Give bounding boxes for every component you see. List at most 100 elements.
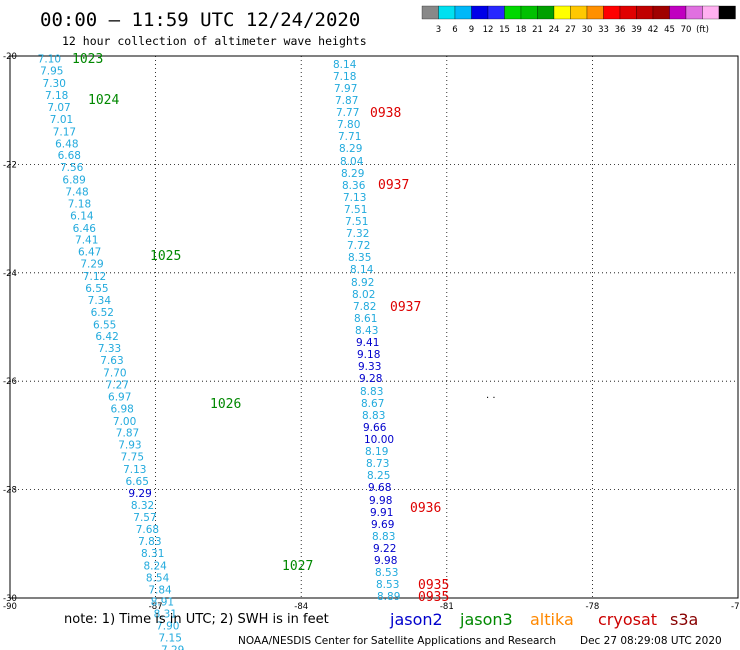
svg-text:8.73: 8.73 [366,458,389,470]
svg-text:8.83: 8.83 [372,531,395,543]
satellite-jason3: jason3 [459,610,513,629]
swh-point: 7.41 [75,235,98,247]
svg-text:7.80: 7.80 [337,119,360,131]
svg-text:9.98: 9.98 [369,495,392,507]
swh-point: 7.70 [103,368,126,380]
swh-point: 6.97 [108,391,131,403]
swh-point: 7.63 [100,355,123,367]
swh-point: 6.46 [73,223,97,235]
x-tick-label: -75 [731,602,740,612]
legend-swatch [718,5,736,20]
axis-ticks: -90 -87 -84 -81 -78 -75 -20 -22 -24 -26 -28 -30 [3,52,740,612]
legend-label: 27 [565,25,576,35]
legend-label: 39 [631,25,642,35]
x-tick-label: -81 [440,602,454,612]
svg-text:9.28: 9.28 [359,373,382,385]
y-tick-label: -20 [3,52,17,62]
svg-text:9.18: 9.18 [357,349,380,361]
swh-point: 7.00 [113,416,136,428]
swh-point: 7.48 [65,187,88,199]
swh-point: 6.52 [91,307,114,319]
legend-swatch [421,5,439,20]
footer-timestamp: Dec 27 08:29:08 UTC 2020 [580,635,722,647]
legend-swatch [652,5,670,20]
legend-swatch [669,5,687,20]
svg-text:7.51: 7.51 [344,204,367,216]
legend-label: 36 [615,25,626,35]
swh-point: 8.31 [154,609,177,621]
pass-label-1026: 1026 [210,397,241,412]
plot-frame [9,55,739,599]
swh-point: 7.07 [47,102,70,114]
svg-text:9.91: 9.91 [370,507,393,519]
svg-text:8.19: 8.19 [365,446,388,458]
swh-point: 7.12 [83,271,106,283]
svg-text:8.67: 8.67 [361,398,384,410]
satellite-cryosat: cryosat [598,610,657,629]
svg-text:8.36: 8.36 [342,180,366,192]
legend-swatch [702,5,720,20]
data-points: 7.107.957.307.187.077.017.176.486.687.56… [38,54,185,650]
svg-text:8.02: 8.02 [352,289,375,301]
swh-point: 7.57 [133,512,156,524]
swh-point: 9.29 [128,488,151,500]
swh-point: 7.17 [53,126,76,138]
swh-point: 7.83 [138,536,161,548]
legend-swatch [520,5,538,20]
svg-text:8.14: 8.14 [350,264,374,276]
swh-point: 8.54 [146,572,170,584]
y-tick-label: -24 [3,269,17,279]
satellite-altika: altika [530,610,574,629]
swh-point: 7.10 [38,54,61,66]
pass-label-1023: 1023 [72,52,103,67]
swh-point: 7.33 [98,343,121,355]
x-tick-label: -78 [585,602,599,612]
svg-text:9.22: 9.22 [373,543,396,555]
footer-note: note: 1) Time is in UTC; 2) SWH is in fe… [64,612,329,627]
svg-text:9.41: 9.41 [356,337,379,349]
pass-label-0937-b: 0937 [390,300,421,315]
swh-point: 6.47 [78,247,101,259]
legend-label: 70 [681,25,692,35]
swh-point: 8.31 [141,548,164,560]
svg-text:8.53: 8.53 [376,579,399,591]
legend-label: 30 [582,25,593,35]
swh-point: 7.56 [60,162,84,174]
swh-point: 6.55 [93,319,116,331]
legend-label: 42 [648,25,659,35]
pass-label-0935-b: 0935 [418,590,449,605]
swh-point: 7.01 [50,114,73,126]
swh-point: 7.15 [159,633,182,645]
track-2-labels: 8.14 7.18 7.97 7.87 7.77 7.80 7.71 8.29 … [333,59,400,603]
legend-swatch [586,5,604,20]
swh-point: 7.18 [45,90,68,102]
svg-text:8.25: 8.25 [367,470,390,482]
swh-point: 7.84 [148,584,172,596]
pass-label-0938: 0938 [370,106,401,121]
svg-text:8.04: 8.04 [340,156,364,168]
legend-swatch [570,5,588,20]
swh-point: 7.93 [118,440,141,452]
svg-text:8.29: 8.29 [339,143,362,155]
swh-point: 6.65 [126,476,149,488]
legend-swatch [438,5,456,20]
svg-text:8.43: 8.43 [355,325,378,337]
swh-point: 6.42 [95,331,118,343]
swh-point: 6.98 [110,403,133,415]
pass-label-1025: 1025 [150,249,181,264]
swh-point: 7.13 [123,464,146,476]
swh-point: 7.29 [80,259,103,271]
color-legend: 3 6 9 12 15 18 21 24 27 30 33 36 39 42 45 70 (ft) [421,5,736,35]
x-tick-label: -87 [149,602,163,612]
swh-point: 7.29 [161,644,184,650]
pass-label-0936: 0936 [410,501,441,516]
legend-label: 6 [452,25,457,35]
svg-text:8.53: 8.53 [375,567,398,579]
swh-point: 6.89 [62,175,85,187]
legend-swatch [685,5,703,20]
swh-point: 6.14 [70,210,94,222]
swh-point: 7.18 [68,198,91,210]
svg-text:7.82: 7.82 [353,301,376,313]
x-tick-label: -84 [294,602,308,612]
legend-swatch [487,5,505,20]
